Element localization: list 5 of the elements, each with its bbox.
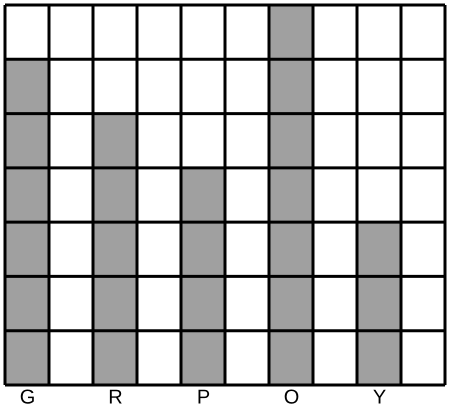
x-tick-label: P [196, 386, 210, 408]
x-tick-label: O [284, 386, 300, 408]
x-tick-label: R [108, 386, 123, 408]
x-tick-label: G [20, 386, 36, 408]
x-tick-label: Y [372, 386, 386, 408]
